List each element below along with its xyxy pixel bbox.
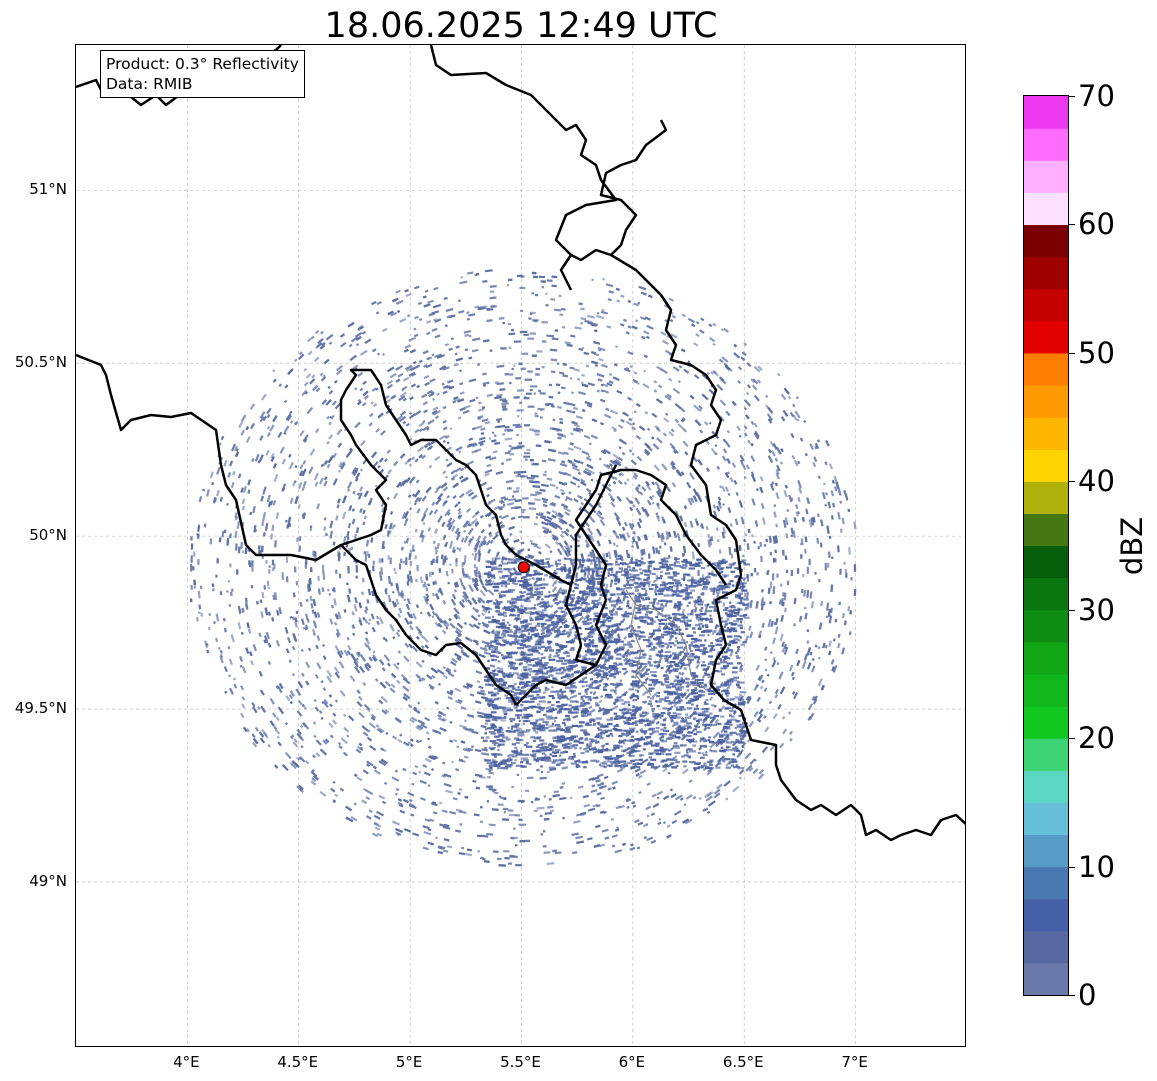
longitude-label: 7°E	[841, 1053, 868, 1071]
colorbar-segment	[1024, 256, 1068, 290]
colorbar-tick-mark	[1069, 995, 1075, 996]
colorbar-segment	[1024, 770, 1068, 803]
colorbar-tick-mark	[1069, 738, 1075, 740]
colorbar-tick-label: 10	[1078, 849, 1115, 884]
colorbar-tick-label: 20	[1078, 721, 1115, 756]
colorbar-segment	[1024, 320, 1068, 354]
longitude-label: 6.5°E	[722, 1053, 764, 1071]
latitude-label: 50°N	[29, 526, 67, 545]
border-belgium-lux	[564, 464, 618, 667]
longitude-label: 5°E	[395, 1053, 423, 1071]
colorbar-segment	[1024, 513, 1068, 547]
border-north	[429, 45, 618, 291]
longitude-label: 5.5°E	[500, 1053, 541, 1071]
border-france-belgium	[76, 353, 517, 562]
colorbar-segment	[1024, 962, 1068, 995]
border-lux-loop	[340, 544, 518, 706]
colorbar-segment	[1024, 866, 1068, 900]
colorbar-segment	[1024, 609, 1068, 643]
colorbar-tick-label: 40	[1078, 464, 1115, 499]
colorbar-segment	[1024, 898, 1068, 932]
colorbar-segment	[1024, 834, 1068, 868]
province-borders	[625, 589, 707, 696]
colorbar-tick-label: 50	[1078, 335, 1115, 370]
colorbar-segment	[1024, 545, 1068, 579]
data-source-label: Data: RMIB	[106, 75, 193, 93]
colorbar-segment	[1024, 192, 1068, 226]
longitude-label: 4°E	[173, 1053, 200, 1071]
border-lux-east	[515, 599, 608, 706]
colorbar-tick-label: 30	[1078, 592, 1115, 627]
product-label: Product: 0.3° Reflectivity	[106, 55, 299, 73]
latitude-label: 51°N	[29, 180, 67, 199]
colorbar-tick-mark	[1069, 224, 1075, 226]
colorbar-segment	[1024, 417, 1068, 450]
colorbar-segment	[1024, 802, 1068, 836]
colorbar-segment	[1024, 160, 1068, 193]
map-canvas	[76, 45, 965, 1046]
colorbar-segment	[1024, 577, 1068, 611]
colorbar-segment	[1024, 706, 1068, 739]
colorbar	[1023, 95, 1069, 996]
radar-site-dot	[517, 561, 530, 574]
colorbar-segment	[1024, 481, 1068, 514]
border-east-germany	[610, 253, 965, 842]
latitude-label: 49.5°N	[14, 699, 67, 718]
longitude-label: 4.5°E	[277, 1053, 319, 1071]
colorbar-segment	[1024, 738, 1068, 771]
map-title: 18.06.2025 12:49 UTC	[324, 6, 718, 46]
colorbar-segment	[1024, 352, 1068, 386]
colorbar-segment	[1024, 288, 1068, 322]
colorbar-segment	[1024, 128, 1068, 161]
colorbar-tick-mark	[1069, 609, 1075, 611]
radar-site-marker	[517, 561, 530, 574]
colorbar-segment	[1024, 224, 1068, 258]
longitude-label: 6°E	[618, 1053, 646, 1071]
colorbar-segment	[1024, 673, 1068, 707]
colorbar-tick-mark	[1069, 866, 1075, 868]
colorbar-tick-mark	[1069, 96, 1075, 97]
colorbar-segment	[1024, 96, 1068, 129]
border-belgium-germany	[570, 119, 668, 262]
colorbar-tick-mark	[1069, 481, 1075, 483]
border-lux-west	[574, 468, 728, 601]
colorbar-segment	[1024, 384, 1068, 418]
colorbar-segment	[1024, 449, 1068, 482]
colorbar-tick-label: 60	[1078, 207, 1115, 242]
border-france-lux	[515, 553, 572, 587]
latitude-label: 49°N	[29, 871, 67, 890]
colorbar-title: dBZ	[1115, 516, 1149, 576]
product-info-box: Product: 0.3° Reflectivity Data: RMIB	[100, 50, 305, 98]
radar-echoes	[189, 269, 857, 867]
colorbar-tick-label: 0	[1078, 978, 1097, 1012]
colorbar-tick-mark	[1069, 352, 1075, 354]
latitude-label: 50.5°N	[14, 353, 67, 372]
colorbar-segment	[1024, 641, 1068, 675]
graticule	[76, 45, 965, 1046]
colorbar-segment	[1024, 930, 1068, 964]
colorbar-tick-label: 70	[1078, 79, 1115, 113]
radar-map[interactable]	[75, 44, 966, 1047]
